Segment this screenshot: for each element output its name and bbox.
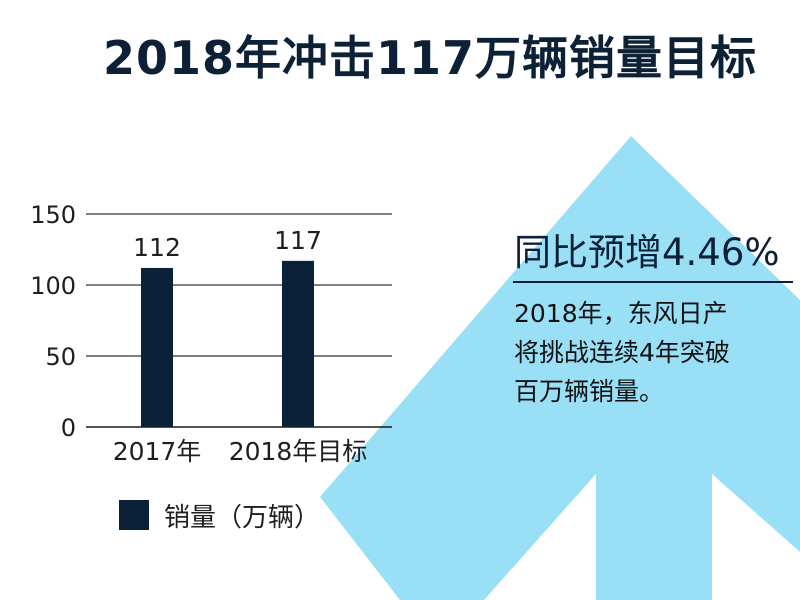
y-tick-label: 50 — [45, 343, 76, 371]
bar — [141, 267, 173, 427]
y-tick-label: 150 — [30, 201, 76, 229]
legend-swatch — [119, 500, 149, 530]
callout-line: 2018年，东风日产 — [514, 299, 728, 328]
category-labels: 2017年 2018年目标 — [113, 437, 368, 466]
category-label: 2017年 — [113, 437, 202, 466]
legend: 销量（万辆） — [119, 500, 320, 533]
category-label: 2018年目标 — [229, 437, 368, 466]
callout-line: 百万辆销量。 — [514, 377, 665, 406]
legend-label: 销量（万辆） — [164, 503, 320, 533]
callout-line: 将挑战连续4年突破 — [514, 338, 730, 367]
bars — [141, 260, 314, 427]
y-tick-label: 0 — [61, 414, 76, 442]
data-labels: 112 117 — [133, 226, 322, 262]
callout-body: 2018年，东风日产 将挑战连续4年突破 百万辆销量。 — [514, 294, 774, 411]
data-label: 112 — [133, 233, 181, 262]
page-title: 2018年冲击117万辆销量目标 — [102, 31, 758, 85]
up-arrow-shape — [320, 136, 800, 600]
y-tick-label: 100 — [30, 272, 76, 300]
callout-headline: 同比预增4.46% — [514, 231, 780, 274]
grid-lines — [86, 213, 392, 428]
y-axis-ticks: 0 50 100 150 — [30, 201, 76, 442]
data-label: 117 — [274, 226, 322, 255]
bar — [282, 260, 314, 427]
callout-divider — [513, 281, 793, 283]
